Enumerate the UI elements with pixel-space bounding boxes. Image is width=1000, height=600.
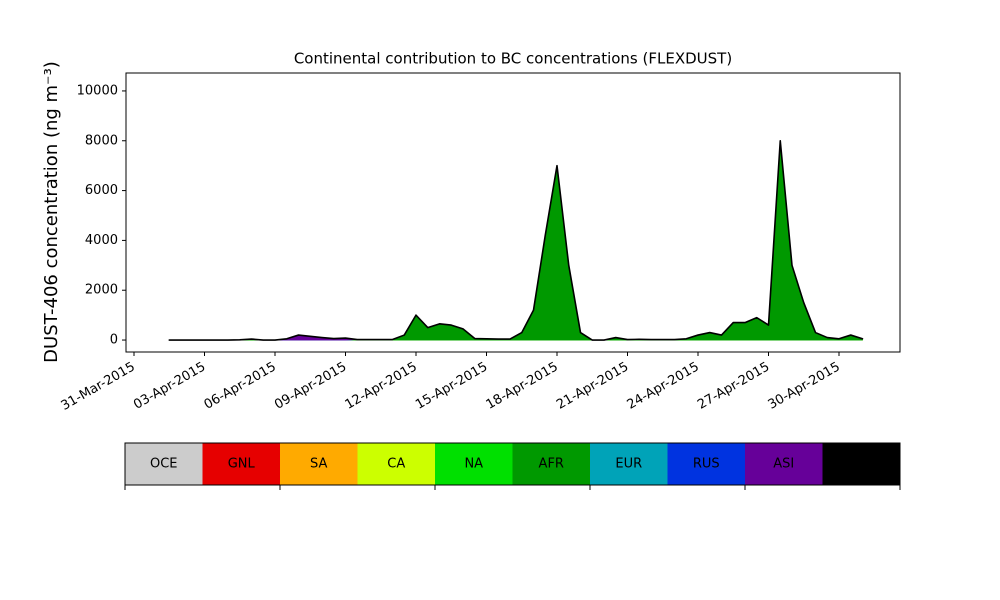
x-tick-label: 03-Apr-2015 — [131, 360, 208, 413]
legend-label: CA — [387, 457, 405, 472]
legend-label: SA — [310, 457, 327, 472]
legend-label: ASI — [773, 457, 794, 472]
legend-swatch — [435, 443, 513, 485]
legend-swatch — [512, 443, 591, 485]
colorbar-frame — [124, 442, 901, 486]
colorbar-ticks — [124, 485, 901, 490]
x-tick-label: 15-Apr-2015 — [413, 360, 490, 413]
y-tick-label: 8000 — [85, 133, 118, 148]
y-tick-label: 6000 — [85, 183, 118, 198]
y-tick-label: 4000 — [85, 233, 118, 248]
x-tick-label: 30-Apr-2015 — [766, 360, 843, 413]
area-rus — [168, 140, 863, 341]
legend-swatch — [202, 443, 281, 485]
legend-swatch — [125, 443, 203, 485]
legend-label: RUS — [693, 457, 720, 472]
area-asi — [168, 140, 863, 341]
area-aus — [168, 139, 864, 341]
x-tick-label: 18-Apr-2015 — [484, 360, 561, 413]
plot-area — [168, 139, 864, 341]
legend-swatch — [590, 443, 668, 485]
area-afr — [168, 140, 863, 341]
legend-swatch — [280, 443, 358, 485]
x-tick-label: 12-Apr-2015 — [343, 360, 420, 413]
x-tick-label: 31-Mar-2015 — [59, 360, 138, 414]
legend-label: NA — [464, 457, 483, 472]
y-axis-label: DUST-406 concentration (ng m⁻³) — [41, 61, 62, 363]
y-tick-label: 0 — [110, 333, 118, 348]
legend-swatch — [357, 443, 436, 485]
chart-title: Continental contribution to BC concentra… — [294, 50, 732, 68]
legend-label: AFR — [539, 457, 564, 472]
x-tick-label: 21-Apr-2015 — [554, 360, 631, 413]
axes-frame — [125, 72, 901, 353]
legend-swatch — [745, 443, 823, 485]
x-tick-label: 06-Apr-2015 — [202, 360, 279, 413]
legend-label: OCE — [150, 457, 178, 472]
legend-label: EUR — [615, 457, 642, 472]
legend-swatch — [667, 443, 746, 485]
colorbar-legend: OCE GNL SA CA NA AFR EUR RUS ASI AUS — [125, 443, 901, 485]
y-tick-label: 2000 — [85, 283, 118, 298]
area-eur — [168, 140, 863, 341]
legend-label: AUS — [848, 457, 875, 472]
x-tick-label: 27-Apr-2015 — [695, 360, 772, 413]
legend-swatch — [822, 443, 901, 485]
legend-label: GNL — [228, 457, 256, 472]
y-tick-label: 10000 — [77, 83, 118, 98]
x-tick-label: 09-Apr-2015 — [272, 360, 349, 413]
x-tick-label: 24-Apr-2015 — [625, 360, 702, 413]
